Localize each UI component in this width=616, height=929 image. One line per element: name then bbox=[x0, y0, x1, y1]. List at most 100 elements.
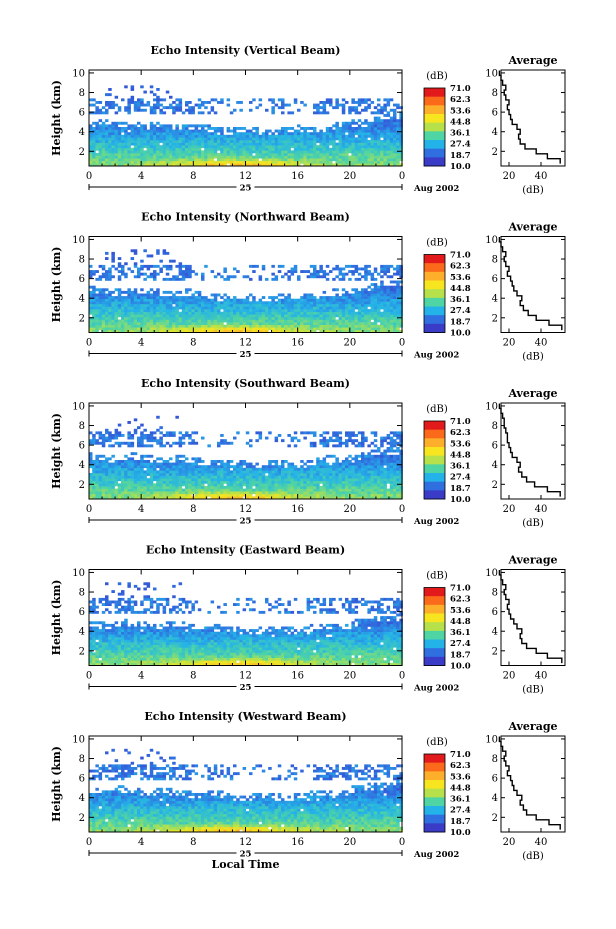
heatmap-cell bbox=[389, 306, 394, 310]
heatmap-cell bbox=[309, 306, 314, 310]
heatmap-cell bbox=[153, 431, 157, 435]
x-tick-label: 8 bbox=[190, 338, 196, 349]
heatmap-cell bbox=[95, 298, 99, 302]
heatmap-cell bbox=[332, 329, 336, 333]
heatmap-cell bbox=[124, 140, 128, 143]
heatmap-cell bbox=[383, 140, 387, 143]
heatmap-cell bbox=[130, 467, 135, 471]
heatmap-cell bbox=[383, 108, 387, 112]
heatmap-cell bbox=[239, 134, 243, 138]
heatmap-cell bbox=[175, 150, 179, 154]
heatmap-cell bbox=[105, 119, 109, 123]
heatmap-cell bbox=[322, 465, 327, 469]
heatmap-cell bbox=[124, 488, 128, 492]
heatmap-cell bbox=[140, 140, 144, 143]
heatmap-cell bbox=[354, 277, 359, 281]
heatmap-cell bbox=[319, 486, 323, 489]
heatmap-cell bbox=[338, 137, 343, 141]
heatmap-cell bbox=[306, 480, 311, 484]
heatmap-cell bbox=[114, 319, 119, 323]
heatmap-cell bbox=[281, 293, 285, 297]
heatmap-cell bbox=[117, 483, 122, 487]
heatmap-cell bbox=[341, 111, 346, 115]
heatmap-cell bbox=[364, 121, 368, 125]
heatmap-cell bbox=[159, 441, 163, 445]
heatmap-cell bbox=[341, 277, 346, 281]
heatmap-cell bbox=[325, 301, 330, 305]
heatmap-cell bbox=[389, 322, 394, 325]
heatmap-cell bbox=[309, 145, 314, 149]
x-tick-label: 0 bbox=[86, 171, 92, 182]
heatmap-cell bbox=[223, 303, 227, 307]
heatmap-cell bbox=[277, 329, 282, 333]
heatmap-cell bbox=[156, 428, 160, 432]
heatmap-cell bbox=[261, 486, 266, 489]
heatmap-cell bbox=[265, 129, 269, 133]
heatmap-cell bbox=[265, 436, 269, 440]
heatmap-cell bbox=[95, 158, 99, 162]
heatmap-cell bbox=[255, 473, 259, 476]
heatmap-cell bbox=[201, 465, 205, 469]
heatmap-cell bbox=[332, 277, 336, 281]
heatmap-cell bbox=[338, 327, 343, 331]
heatmap-cell bbox=[130, 316, 135, 320]
heatmap-cell bbox=[101, 140, 106, 143]
heatmap-cell bbox=[165, 491, 170, 495]
heatmap-cell bbox=[133, 480, 138, 484]
heatmap-cell bbox=[127, 267, 131, 271]
heatmap-cell bbox=[149, 275, 154, 279]
heatmap-cell bbox=[287, 134, 291, 138]
heatmap-cell bbox=[297, 329, 301, 333]
heatmap-cell bbox=[341, 329, 346, 333]
heatmap-cell bbox=[92, 163, 96, 167]
heatmap-cell bbox=[377, 329, 381, 333]
heatmap-cell bbox=[140, 129, 144, 133]
heatmap-cell bbox=[335, 301, 339, 305]
heatmap-cell bbox=[393, 124, 397, 128]
heatmap-cell bbox=[191, 106, 195, 110]
heatmap-cell bbox=[380, 293, 384, 297]
heatmap-cell bbox=[242, 150, 247, 154]
heatmap-cell bbox=[373, 303, 378, 307]
heatmap-cell bbox=[316, 309, 320, 312]
heatmap-cell bbox=[290, 436, 295, 440]
heatmap-cell bbox=[277, 319, 282, 323]
heatmap-cell bbox=[181, 478, 186, 482]
heatmap-cell bbox=[130, 293, 135, 297]
heatmap-cell bbox=[169, 470, 173, 474]
heatmap-cell bbox=[101, 142, 106, 146]
heatmap-cell bbox=[300, 160, 304, 164]
heatmap-cell bbox=[178, 303, 183, 307]
heatmap-cell bbox=[213, 147, 218, 151]
heatmap-cell bbox=[188, 491, 192, 495]
heatmap-cell bbox=[300, 475, 304, 479]
heatmap-cell bbox=[210, 322, 215, 325]
heatmap-cell bbox=[265, 134, 269, 138]
heatmap-cell bbox=[149, 301, 154, 305]
heatmap-cell bbox=[383, 306, 387, 310]
heatmap-cell bbox=[197, 301, 202, 305]
heatmap-cell bbox=[191, 298, 195, 302]
heatmap-cell bbox=[239, 329, 243, 333]
heatmap-cell bbox=[297, 309, 301, 312]
heatmap-cell bbox=[284, 129, 288, 133]
heatmap-cell bbox=[322, 467, 327, 471]
heatmap-cell bbox=[377, 311, 381, 315]
heatmap-cell bbox=[156, 483, 160, 487]
heatmap-cell bbox=[146, 147, 151, 151]
heatmap-cell bbox=[290, 132, 295, 136]
heatmap-cell bbox=[133, 155, 138, 159]
heatmap-cell bbox=[319, 309, 323, 312]
heatmap-cell bbox=[277, 488, 282, 492]
heatmap-cell bbox=[383, 132, 387, 136]
heatmap-cell bbox=[261, 465, 266, 469]
heatmap-cell bbox=[252, 132, 256, 136]
heatmap-cell bbox=[277, 303, 282, 307]
heatmap-cell bbox=[287, 493, 291, 497]
heatmap-cell bbox=[290, 470, 295, 474]
heatmap-cell bbox=[249, 142, 253, 146]
heatmap-cell bbox=[185, 314, 189, 318]
heatmap-cell bbox=[354, 147, 359, 151]
heatmap-cell bbox=[303, 470, 307, 474]
heatmap-cell bbox=[242, 475, 247, 479]
